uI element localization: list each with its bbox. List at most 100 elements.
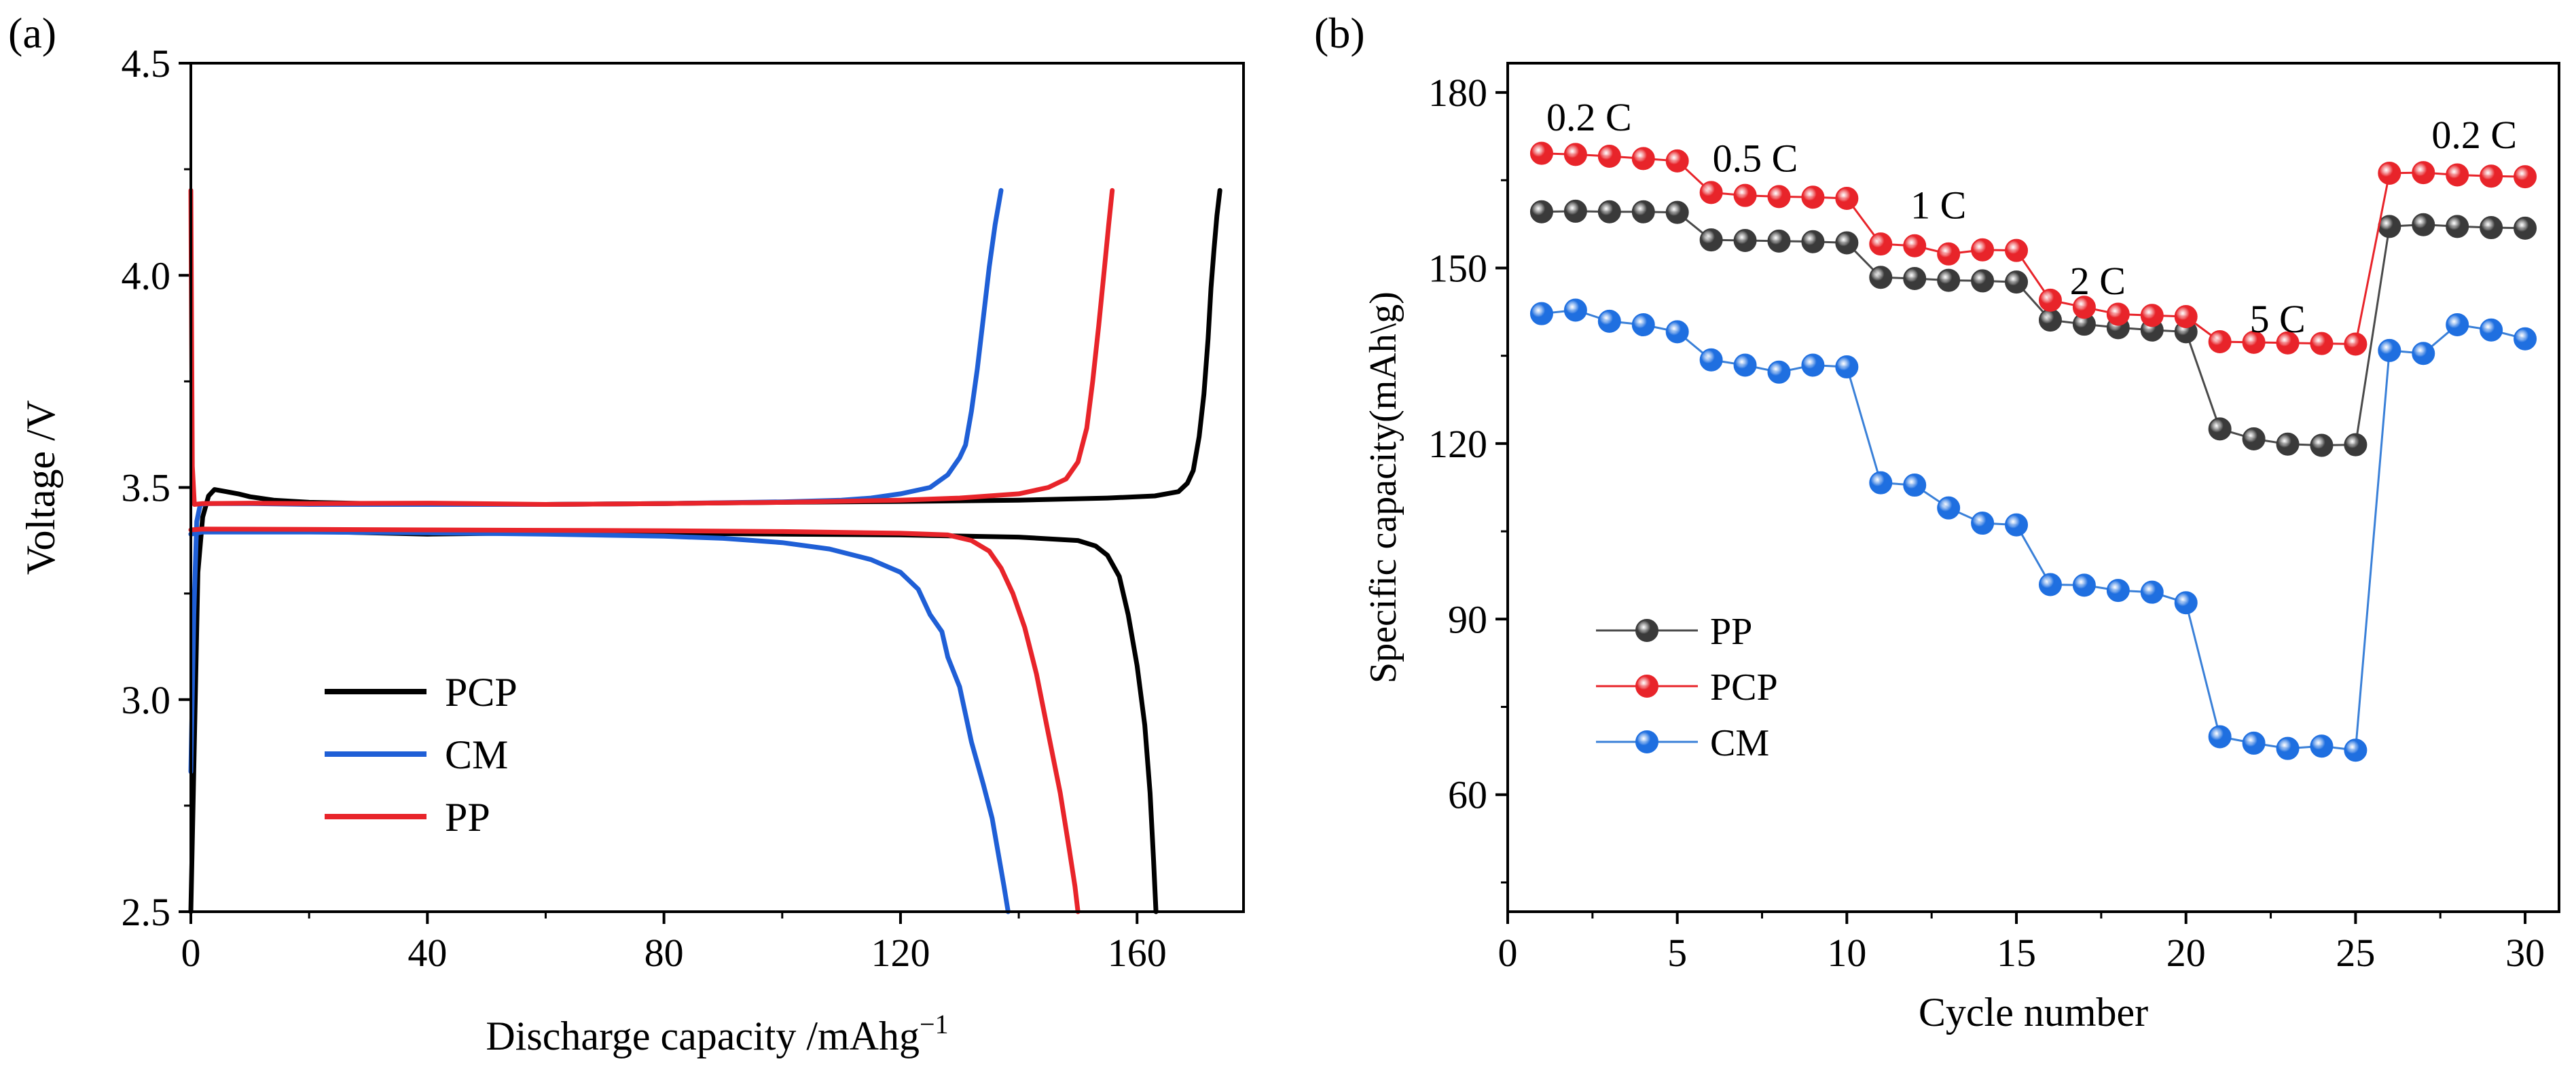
- panel-b-legend-label-pp: PP: [1710, 611, 1752, 653]
- panel-b-frame: [1506, 62, 2560, 913]
- panel-b-point-pcp: [2038, 288, 2062, 312]
- panel-b-point-cm: [2038, 573, 2062, 596]
- panel-b-label: (b): [1314, 9, 1365, 57]
- panel-b-point-pp: [2446, 215, 2469, 238]
- panel-b-lines: [1529, 141, 2537, 762]
- panel-a-x-axis-label-sup: −1: [920, 1009, 949, 1039]
- panel-b-point-pcp: [2412, 161, 2435, 185]
- panel-b-point-cm: [2174, 591, 2198, 615]
- panel-b-point-pcp: [1971, 238, 1995, 262]
- panel-b-series-pcp-line: [1541, 152, 2526, 346]
- panel-b-point-pcp: [2005, 238, 2029, 262]
- panel-b-point-pcp: [2276, 331, 2300, 355]
- panel-a-legend-label-pcp: PCP: [445, 670, 518, 715]
- panel-b-point-cm: [1767, 360, 1791, 384]
- panel-a-series-pp-charge: [188, 188, 1115, 507]
- panel-b-point-cm: [1869, 471, 1893, 495]
- panel-b-point-pcp: [1835, 186, 1859, 210]
- panel-b-point-cm: [2480, 318, 2503, 342]
- panel-a-x-tick-label: 160: [1108, 931, 1167, 975]
- panel-b-series-cm-line: [1541, 308, 2526, 751]
- panel-b-legend-label-pcp: PCP: [1710, 666, 1778, 709]
- panel-b-point-pp: [2412, 213, 2435, 236]
- panel-b-point-pcp: [2208, 330, 2232, 354]
- panel-b-point-pp: [1767, 229, 1791, 253]
- panel-a-y-tick-label: 3.5: [122, 466, 171, 510]
- panel-a-y-axis-label: Voltage /V: [18, 400, 63, 575]
- panel-a-y-tick-label: 2.5: [122, 890, 171, 934]
- panel-b-point-pcp: [1869, 232, 1893, 256]
- panel-b-x-axis-label: Cycle number: [1919, 990, 2148, 1035]
- panel-b-point-pcp: [1767, 185, 1791, 209]
- panel-a: (a) 0 40 80 120 160 2.5 3.0 3.5 4.0 4.5 Voltage /…: [8, 9, 1245, 1058]
- panel-b-rate-label: 2 C: [2070, 259, 2126, 303]
- panel-b-point-pcp: [2446, 163, 2469, 187]
- panel-b-point-pcp: [1563, 143, 1587, 166]
- panel-b-point-pp: [2514, 216, 2537, 240]
- panel-b-point-pp: [1529, 200, 1553, 224]
- panel-b-point-pcp: [2310, 332, 2334, 355]
- panel-b-point-pp: [2378, 215, 2401, 238]
- panel-b-point-pcp: [2344, 332, 2368, 356]
- panel-b-point-cm: [1801, 353, 1825, 377]
- panel-a-legend-label-cm: CM: [445, 732, 508, 777]
- panel-b-y-tick-label: 90: [1448, 597, 1487, 641]
- panel-a-series-pp-discharge: [188, 527, 1081, 914]
- panel-b-point-pcp: [1733, 183, 1757, 207]
- panel-b-point-cm: [2412, 342, 2435, 365]
- panel-b-point-cm: [1597, 309, 1621, 333]
- panel-a-legend-label-pp: PP: [445, 795, 490, 840]
- panel-b-point-pp: [2310, 433, 2334, 457]
- panel-b-rate-label: 1 C: [1910, 183, 1966, 227]
- panel-b-point-cm: [2344, 738, 2368, 762]
- panel-b-x-tick-label: 5: [1667, 931, 1687, 975]
- panel-a-x-tick-label: 120: [871, 931, 930, 975]
- panel-b-point-cm: [2310, 734, 2334, 758]
- panel-b-point-pcp: [1801, 185, 1825, 209]
- panel-b-point-pp: [1699, 228, 1723, 252]
- panel-b-point-pp: [1869, 266, 1893, 289]
- panel-b-point-cm: [1529, 302, 1553, 325]
- panel-b-point-pcp: [1631, 147, 1655, 171]
- panel-a-y-tick-label: 4.5: [122, 41, 171, 86]
- panel-a-label: (a): [8, 9, 56, 57]
- panel-b-point-cm: [2208, 725, 2232, 749]
- panel-b-legend-marker-pp: [1635, 619, 1658, 642]
- panel-b-point-cm: [1937, 496, 1961, 520]
- panel-b-point-cm: [2140, 580, 2164, 604]
- panel-b-point-pcp: [1903, 234, 1927, 257]
- panel-b-point-pp: [2038, 308, 2062, 332]
- panel-b-point-pp: [2242, 427, 2266, 451]
- panel-b-x-tick-label: 30: [2505, 931, 2545, 975]
- panel-b-point-pcp: [2242, 330, 2266, 354]
- panel-a-x-tick-label: 0: [181, 931, 201, 975]
- panel-b-point-pp: [1733, 228, 1757, 252]
- panel-b-point-cm: [2106, 579, 2130, 603]
- panel-b-y-tick-label: 150: [1428, 246, 1487, 290]
- panel-b-point-pp: [1801, 230, 1825, 253]
- panel-b-point-cm: [1733, 353, 1757, 377]
- panel-b-legend-label-cm: CM: [1710, 722, 1769, 764]
- panel-b-point-pp: [1665, 200, 1689, 224]
- panel-b-point-cm: [1631, 313, 1655, 337]
- panel-b-point-pcp: [2072, 296, 2096, 319]
- panel-b-series-pp-line: [1541, 210, 2526, 447]
- panel-b-x-tick-label: 15: [1997, 931, 2036, 975]
- panel-a-legend: PCP CM PP: [325, 670, 518, 840]
- panel-b-x-tick-label: 20: [2166, 931, 2206, 975]
- panel-b-point-pp: [2480, 216, 2503, 240]
- panel-b-point-cm: [1563, 298, 1587, 322]
- panel-b-rate-label: 0.2 C: [1546, 95, 1632, 139]
- panel-b-point-cm: [2242, 731, 2266, 755]
- panel-b-point-pp: [1971, 269, 1995, 293]
- panel-b-point-pcp: [2514, 165, 2537, 189]
- panel-b-point-cm: [1699, 348, 1723, 372]
- panel-a-y-tick-label: 4.0: [122, 253, 171, 298]
- panel-b-legend-marker-cm: [1635, 730, 1658, 753]
- panel-a-x-axis-label: Discharge capacity /mAhg−1: [486, 1009, 948, 1058]
- panel-b-point-pcp: [2480, 164, 2503, 188]
- panel-b-y-tick-label: 60: [1448, 773, 1487, 817]
- panel-b-y-tick-label: 180: [1428, 71, 1487, 115]
- panel-b-point-pcp: [1699, 181, 1723, 204]
